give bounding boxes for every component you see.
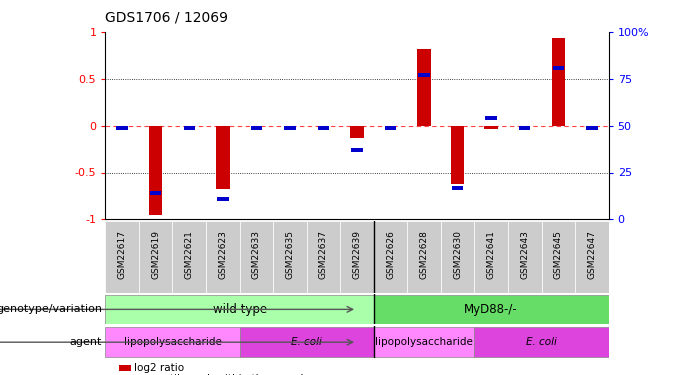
- Text: GSM22621: GSM22621: [185, 230, 194, 279]
- Bar: [475, 327, 609, 357]
- Text: wild type: wild type: [213, 303, 267, 316]
- Bar: [551, 39, 565, 126]
- Bar: [217, 197, 228, 201]
- Bar: [484, 126, 498, 129]
- Text: lipopolysaccharide: lipopolysaccharide: [375, 337, 473, 347]
- Bar: [407, 221, 441, 292]
- Bar: [452, 186, 463, 190]
- Text: GSM22628: GSM22628: [420, 230, 428, 279]
- Bar: [273, 221, 307, 292]
- Bar: [307, 221, 340, 292]
- Bar: [216, 126, 230, 189]
- Text: E. coli: E. coli: [291, 337, 322, 347]
- Bar: [105, 221, 139, 292]
- Text: GSM22645: GSM22645: [554, 230, 563, 279]
- Bar: [340, 221, 374, 292]
- Bar: [251, 126, 262, 130]
- Bar: [116, 126, 128, 130]
- Bar: [519, 126, 530, 130]
- Bar: [239, 327, 374, 357]
- Bar: [105, 295, 374, 324]
- Bar: [173, 221, 206, 292]
- Text: lipopolysaccharide: lipopolysaccharide: [124, 337, 222, 347]
- Bar: [541, 221, 575, 292]
- Bar: [318, 126, 329, 130]
- Text: GSM22643: GSM22643: [520, 230, 529, 279]
- Bar: [508, 221, 541, 292]
- Text: log2 ratio: log2 ratio: [134, 363, 184, 373]
- Bar: [553, 66, 564, 70]
- Bar: [374, 295, 609, 324]
- Bar: [586, 126, 598, 130]
- Bar: [575, 221, 609, 292]
- Text: GSM22639: GSM22639: [352, 230, 362, 279]
- Text: GSM22630: GSM22630: [453, 230, 462, 279]
- Text: GSM22641: GSM22641: [487, 230, 496, 279]
- Bar: [184, 126, 195, 130]
- Text: GSM22635: GSM22635: [286, 230, 294, 279]
- Bar: [105, 327, 239, 357]
- Bar: [441, 221, 475, 292]
- Bar: [418, 49, 431, 126]
- Text: genotype/variation: genotype/variation: [0, 304, 102, 314]
- Bar: [418, 73, 430, 77]
- Bar: [149, 126, 163, 214]
- Text: percentile rank within the sample: percentile rank within the sample: [134, 374, 310, 375]
- Text: E. coli: E. coli: [526, 337, 557, 347]
- Bar: [486, 116, 497, 120]
- Text: GDS1706 / 12069: GDS1706 / 12069: [105, 10, 228, 24]
- Bar: [385, 126, 396, 130]
- Text: GSM22637: GSM22637: [319, 230, 328, 279]
- Bar: [374, 221, 407, 292]
- Bar: [206, 221, 239, 292]
- Text: GSM22626: GSM22626: [386, 230, 395, 279]
- Bar: [350, 126, 364, 138]
- Text: GSM22647: GSM22647: [588, 230, 596, 279]
- Text: GSM22633: GSM22633: [252, 230, 261, 279]
- Text: GSM22623: GSM22623: [218, 230, 227, 279]
- Bar: [451, 126, 464, 184]
- Text: GSM22619: GSM22619: [151, 230, 160, 279]
- Bar: [139, 221, 173, 292]
- Bar: [374, 327, 475, 357]
- Text: MyD88-/-: MyD88-/-: [464, 303, 518, 316]
- Bar: [150, 191, 161, 195]
- Text: agent: agent: [69, 337, 102, 347]
- Text: GSM22617: GSM22617: [118, 230, 126, 279]
- Bar: [284, 126, 296, 130]
- Bar: [239, 221, 273, 292]
- Bar: [352, 148, 362, 152]
- Bar: [475, 221, 508, 292]
